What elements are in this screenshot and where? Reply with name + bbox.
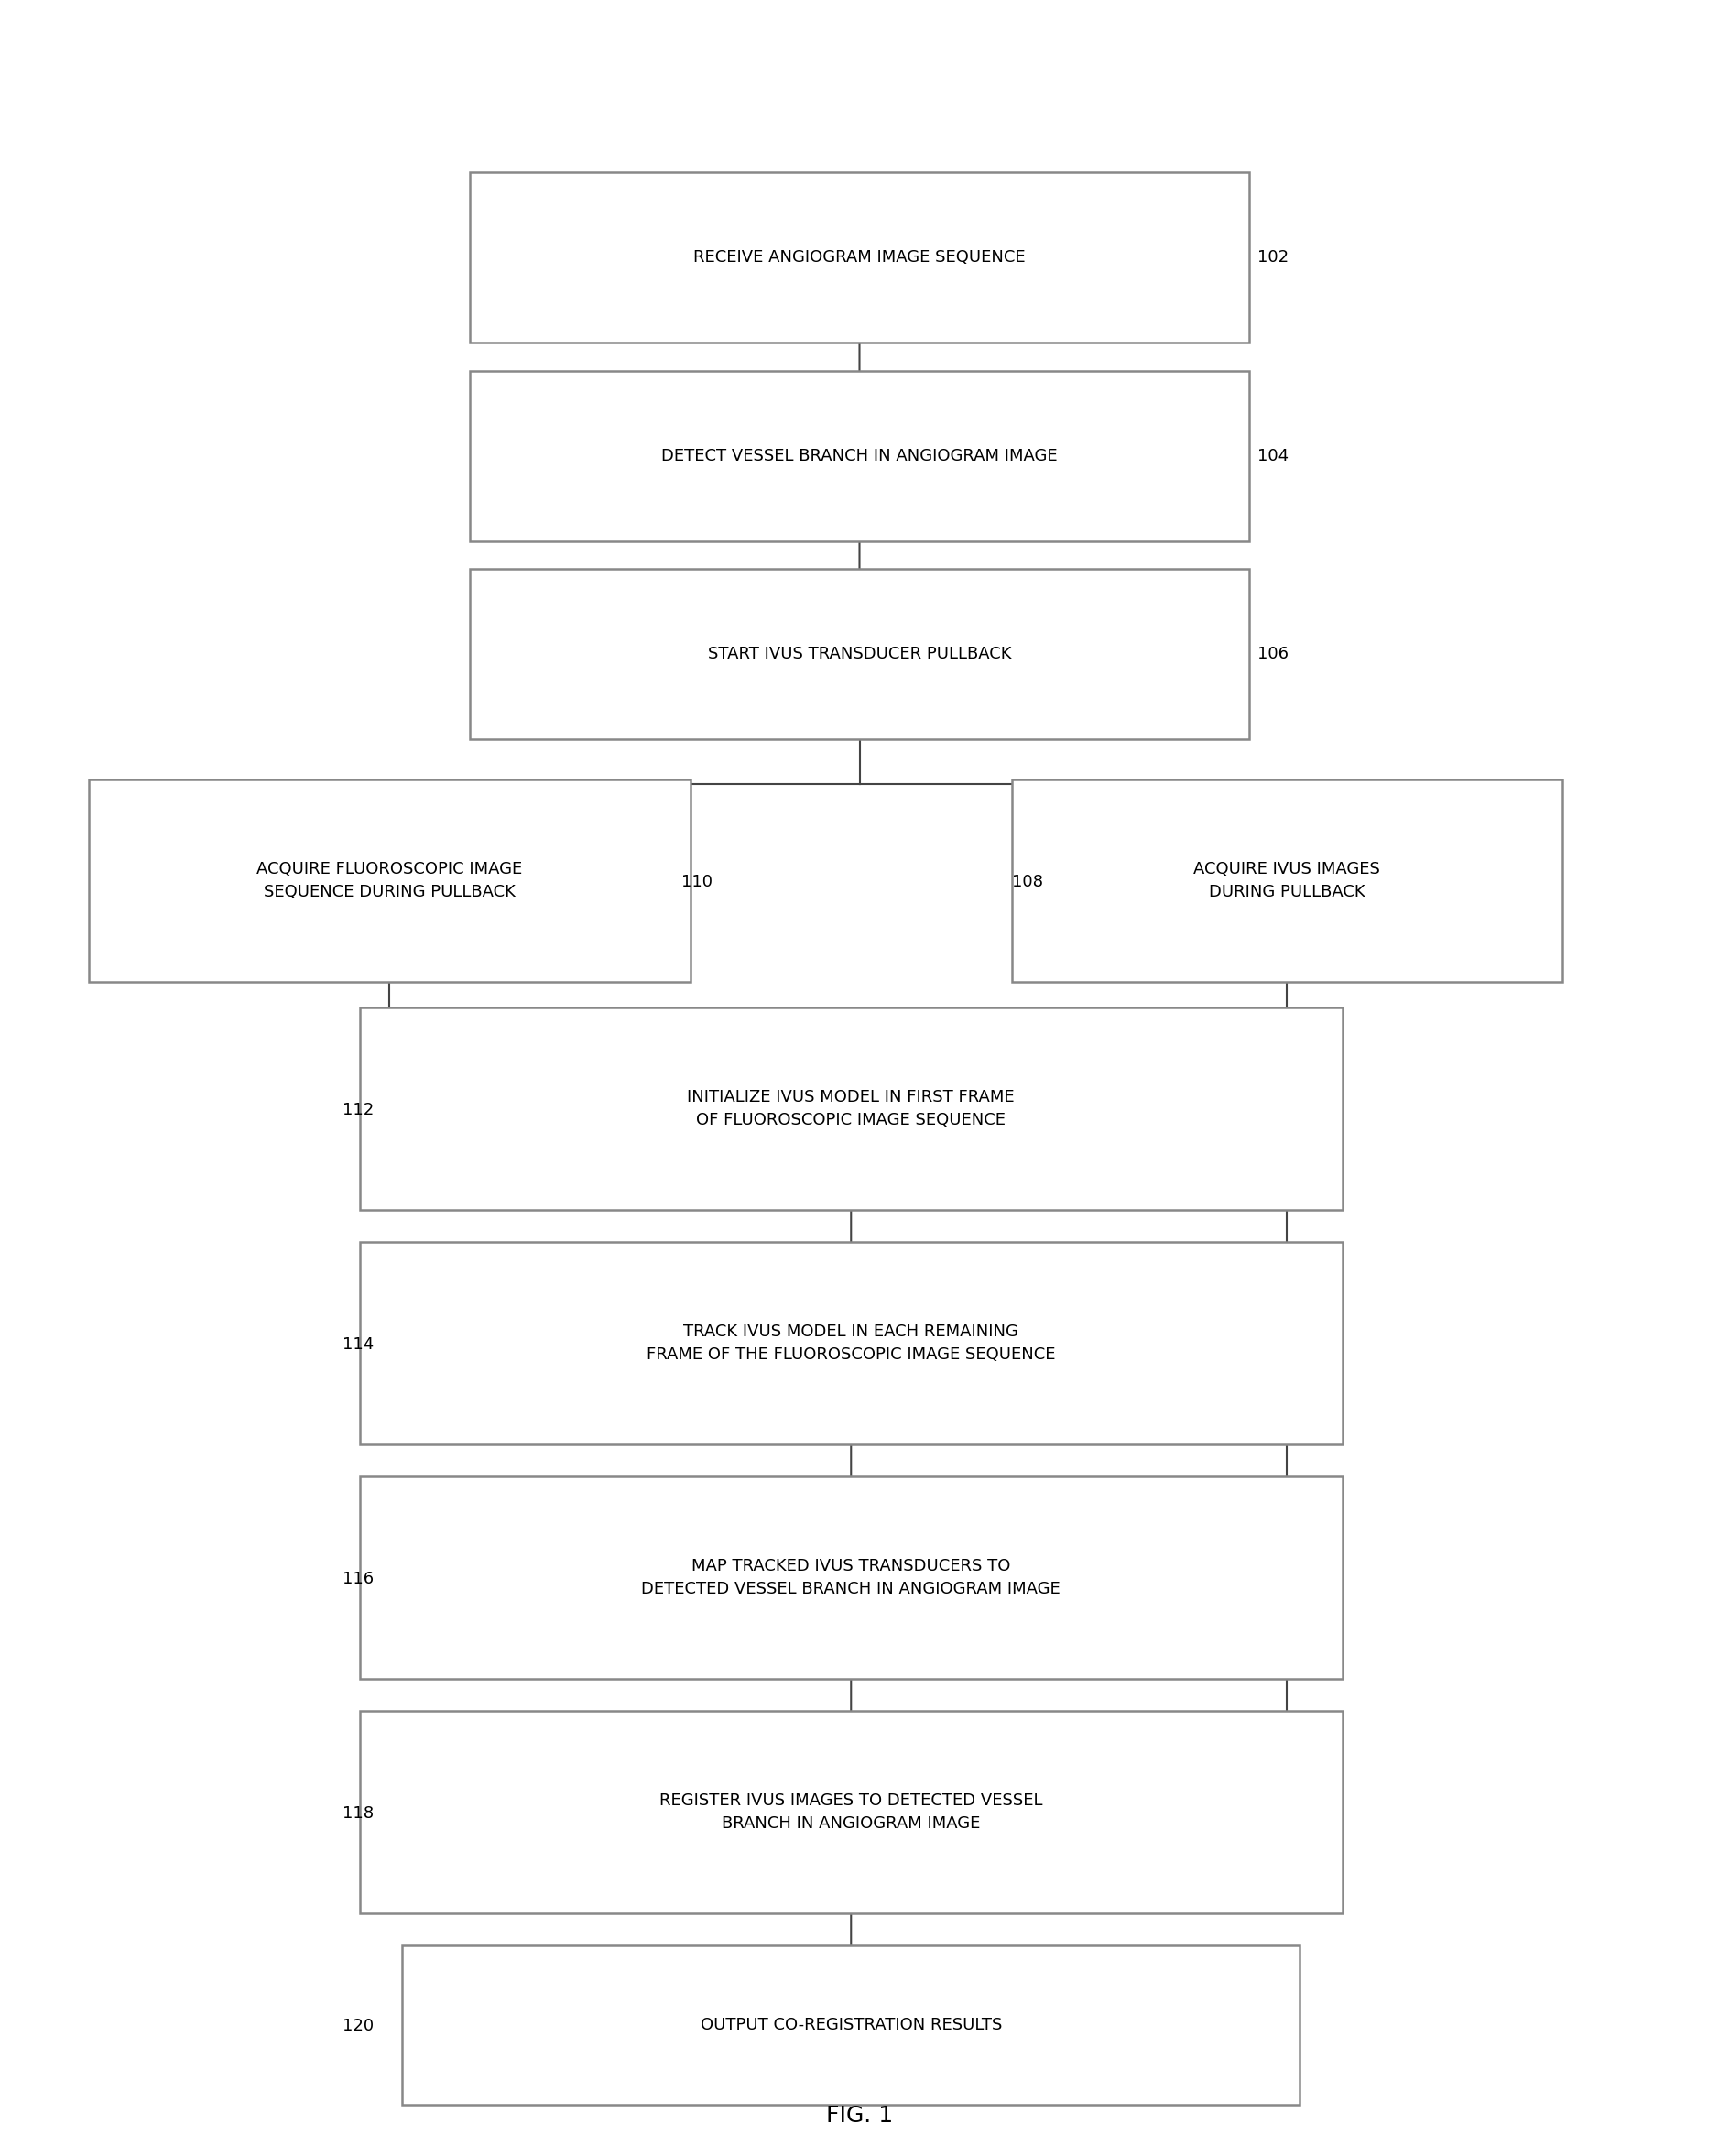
Text: 110: 110 (682, 873, 713, 890)
FancyBboxPatch shape (359, 1710, 1343, 1912)
Text: ACQUIRE FLUOROSCOPIC IMAGE
SEQUENCE DURING PULLBACK: ACQUIRE FLUOROSCOPIC IMAGE SEQUENCE DURI… (256, 860, 523, 901)
Text: 120: 120 (344, 2018, 375, 2035)
FancyBboxPatch shape (359, 1477, 1343, 1680)
FancyBboxPatch shape (469, 569, 1250, 740)
Text: 104: 104 (1258, 448, 1289, 464)
FancyBboxPatch shape (402, 1945, 1300, 2104)
Text: ACQUIRE IVUS IMAGES
DURING PULLBACK: ACQUIRE IVUS IMAGES DURING PULLBACK (1193, 860, 1380, 901)
Text: DETECT VESSEL BRANCH IN ANGIOGRAM IMAGE: DETECT VESSEL BRANCH IN ANGIOGRAM IMAGE (662, 448, 1057, 464)
Text: 102: 102 (1258, 250, 1289, 265)
Text: 116: 116 (344, 1570, 375, 1587)
Text: RECEIVE ANGIOGRAM IMAGE SEQUENCE: RECEIVE ANGIOGRAM IMAGE SEQUENCE (693, 250, 1026, 265)
FancyBboxPatch shape (359, 1007, 1343, 1210)
Text: START IVUS TRANSDUCER PULLBACK: START IVUS TRANSDUCER PULLBACK (708, 647, 1011, 662)
FancyBboxPatch shape (359, 1242, 1343, 1445)
FancyBboxPatch shape (469, 172, 1250, 343)
Text: MAP TRACKED IVUS TRANSDUCERS TO
DETECTED VESSEL BRANCH IN ANGIOGRAM IMAGE: MAP TRACKED IVUS TRANSDUCERS TO DETECTED… (641, 1559, 1061, 1598)
Text: 118: 118 (344, 1805, 375, 1822)
FancyBboxPatch shape (89, 780, 689, 983)
FancyBboxPatch shape (469, 371, 1250, 541)
Text: INITIALIZE IVUS MODEL IN FIRST FRAME
OF FLUOROSCOPIC IMAGE SEQUENCE: INITIALIZE IVUS MODEL IN FIRST FRAME OF … (688, 1089, 1014, 1128)
Text: 106: 106 (1258, 647, 1289, 662)
Text: FIG. 1: FIG. 1 (827, 2104, 892, 2126)
Text: TRACK IVUS MODEL IN EACH REMAINING
FRAME OF THE FLUOROSCOPIC IMAGE SEQUENCE: TRACK IVUS MODEL IN EACH REMAINING FRAME… (646, 1324, 1055, 1363)
Text: 114: 114 (344, 1337, 375, 1352)
Text: 108: 108 (1012, 873, 1043, 890)
Text: OUTPUT CO-REGISTRATION RESULTS: OUTPUT CO-REGISTRATION RESULTS (700, 2016, 1002, 2033)
FancyBboxPatch shape (1012, 780, 1563, 983)
Text: REGISTER IVUS IMAGES TO DETECTED VESSEL
BRANCH IN ANGIOGRAM IMAGE: REGISTER IVUS IMAGES TO DETECTED VESSEL … (660, 1792, 1043, 1833)
Text: 112: 112 (344, 1102, 375, 1119)
